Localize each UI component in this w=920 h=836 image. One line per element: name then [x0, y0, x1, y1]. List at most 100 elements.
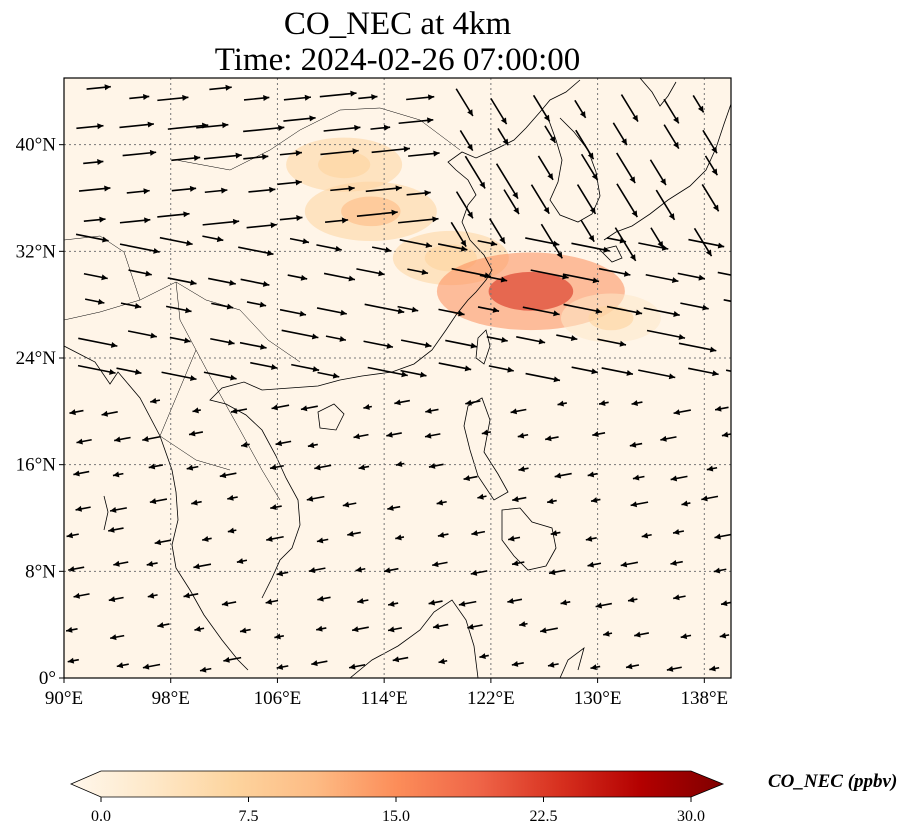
wind-arrow [590, 497, 601, 504]
wind-arrow [147, 592, 158, 599]
wind-arrow [221, 600, 237, 607]
wind-arrow [479, 653, 489, 660]
wind-arrow [680, 302, 709, 311]
wind-arrow [270, 504, 282, 511]
wind-arrow [511, 560, 525, 567]
wind-arrow [490, 98, 508, 125]
wind-arrow [78, 337, 118, 348]
wind-arrow [75, 505, 91, 512]
wind-arrow [223, 656, 242, 663]
wind-arrow [428, 462, 444, 469]
wind-arrow [714, 533, 731, 540]
wind-arrow [157, 94, 189, 102]
wind-arrow [645, 273, 679, 284]
wind-arrow [116, 367, 142, 375]
wind-arrow [725, 369, 731, 373]
wind-arrow [277, 179, 302, 186]
wind-arrow [612, 122, 628, 146]
wind-arrow [477, 239, 498, 247]
wind-arrow [109, 634, 125, 641]
wind-arrow [488, 218, 506, 245]
wind-arrow [576, 184, 597, 215]
wind-arrow [199, 666, 212, 673]
wind-arrow [408, 150, 440, 157]
colorbar-tick-label: 15.0 [382, 808, 410, 825]
wind-arrow [630, 501, 649, 508]
wind-arrow [230, 407, 248, 414]
wind-arrow [638, 369, 676, 380]
wind-arrow [356, 268, 385, 277]
japan-coastline [599, 78, 731, 263]
wind-arrow [575, 129, 595, 160]
wind-arrow [556, 334, 578, 342]
wind-arrow [239, 341, 267, 350]
wind-arrow [560, 599, 571, 606]
map-title: CO_NEC at 4km [283, 6, 512, 42]
wind-arrow [625, 663, 640, 670]
wind-arrow [732, 235, 756, 242]
wind-arrow [709, 665, 720, 672]
wind-arrow [398, 117, 434, 125]
colorbar-ticks: 0.0 7.5 15.0 22.5 30.0 [91, 797, 705, 825]
wind-arrow [119, 217, 151, 224]
wind-arrow [275, 440, 292, 447]
wind-arrow [539, 627, 558, 634]
wind-arrow [311, 660, 328, 667]
wind-arrow [210, 337, 235, 346]
wind-arrow [76, 438, 92, 445]
wind-arrow [227, 527, 237, 534]
wind-arrow [388, 600, 399, 607]
wind-arrow [554, 472, 572, 479]
wind-arrow [191, 499, 202, 506]
wind-arrow [291, 363, 320, 372]
wind-arrow [571, 366, 598, 375]
wind-arrow [188, 430, 204, 437]
wind-arrow [363, 340, 394, 349]
wind-arrow [614, 227, 637, 262]
wind-arrow [592, 431, 606, 438]
mainland-coastline [64, 79, 581, 671]
wind-arrow [347, 530, 361, 537]
wind-arrow [250, 361, 278, 370]
wind-arrow [470, 569, 488, 576]
wind-arrow [323, 272, 356, 282]
wind-arrow [398, 216, 439, 224]
wind-arrow [279, 308, 307, 317]
wind-arrow [128, 269, 152, 277]
wind-arrow [450, 221, 467, 248]
wind-arrow [465, 399, 481, 406]
wind-arrow [458, 600, 477, 607]
wind-arrow [471, 530, 486, 537]
wind-arrow [316, 625, 327, 632]
wind-arrow [240, 278, 270, 287]
wind-arrow [317, 595, 331, 602]
concentration-layer [286, 137, 661, 343]
wind-arrow [507, 535, 521, 542]
wind-arrow [681, 500, 691, 507]
wind-arrow [112, 471, 124, 478]
wind-arrow [632, 474, 645, 481]
wind-arrow [126, 188, 150, 195]
wind-arrow [597, 338, 627, 347]
wind-arrow [194, 625, 205, 632]
wind-arrow [323, 124, 361, 132]
wind-arrow [348, 663, 366, 670]
wind-arrow [316, 537, 329, 544]
wind-arrow [248, 186, 276, 193]
wind-arrow [655, 189, 676, 221]
wind-arrow [227, 494, 238, 501]
wind-arrow [670, 559, 683, 566]
wind-arrow [540, 223, 563, 259]
wind-arrow [269, 464, 284, 471]
wind-arrow [606, 305, 643, 316]
wind-arrow [477, 306, 500, 313]
lon-tick-label: 98°E [152, 688, 190, 709]
wind-arrow [399, 239, 433, 249]
wind-arrow [193, 563, 212, 570]
lat-tick-label: 0° [39, 668, 56, 689]
wind-arrow [266, 535, 284, 542]
wind-arrow [365, 185, 402, 193]
wind-arrow [351, 626, 369, 633]
wind-arrow [236, 558, 248, 564]
wind-arrow [641, 532, 652, 539]
